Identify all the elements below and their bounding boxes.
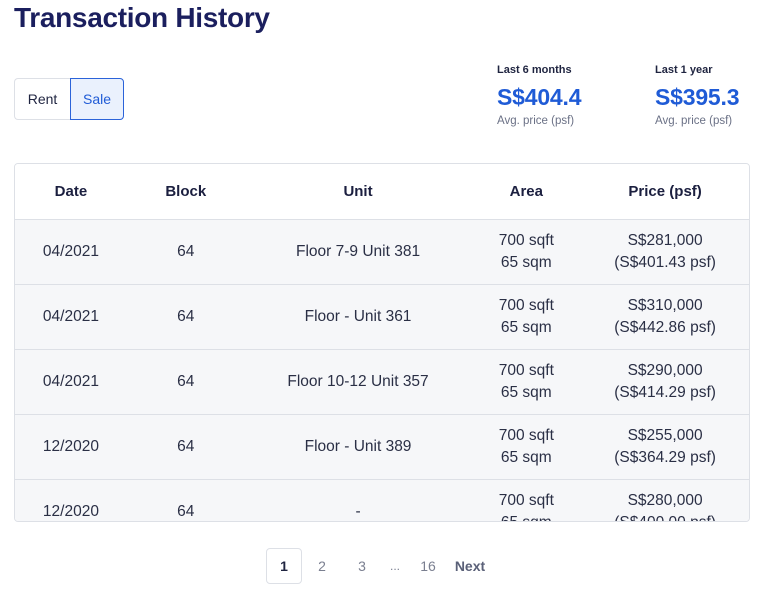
table-row: 12/2020 64 Floor - Unit 389 700 sqft 65 … bbox=[15, 415, 749, 480]
table-row: 04/2021 64 Floor 10-12 Unit 357 700 sqft… bbox=[15, 350, 749, 415]
price-total: S$281,000 bbox=[627, 232, 703, 249]
cell-price: S$290,000 (S$414.29 psf) bbox=[581, 360, 749, 404]
cell-block: 64 bbox=[177, 438, 195, 455]
area-sqft: 700 sqft bbox=[498, 492, 554, 509]
page-ellipsis: ... bbox=[389, 559, 400, 573]
cell-block: 64 bbox=[177, 503, 195, 520]
cell-date: 04/2021 bbox=[42, 373, 99, 390]
cell-date: 12/2020 bbox=[42, 503, 99, 520]
price-psf: (S$364.29 psf) bbox=[614, 449, 716, 466]
column-header-date: Date bbox=[54, 182, 88, 200]
page-button-16[interactable]: 16 bbox=[420, 558, 436, 574]
stat-last-1-year: Last 1 year S$395.3 Avg. price (psf) bbox=[655, 64, 739, 127]
stat-value: S$404.4 bbox=[497, 84, 582, 110]
cell-block: 64 bbox=[177, 373, 195, 390]
price-psf: (S$414.29 psf) bbox=[614, 384, 716, 401]
price-psf: (S$400.00 psf) bbox=[581, 512, 749, 521]
table-header-row: Date Block Unit Area Price (psf) bbox=[15, 164, 749, 220]
table-row: 12/2020 64 - 700 sqft 65 sqm S$280,000 (… bbox=[15, 480, 749, 521]
page-title: Transaction History bbox=[14, 2, 270, 33]
price-total: S$310,000 bbox=[627, 297, 703, 314]
cell-block: 64 bbox=[177, 243, 195, 260]
cell-price: S$255,000 (S$364.29 psf) bbox=[581, 425, 749, 469]
cell-date: 12/2020 bbox=[42, 438, 99, 455]
cell-unit: Floor 10-12 Unit 357 bbox=[287, 373, 429, 390]
price-total: S$255,000 bbox=[627, 427, 703, 444]
area-sqft: 700 sqft bbox=[498, 427, 554, 444]
area-sqm: 65 sqm bbox=[500, 449, 552, 466]
stat-sub-label: Avg. price (psf) bbox=[497, 115, 575, 127]
stat-sub-label: Avg. price (psf) bbox=[655, 115, 733, 127]
cell-block: 64 bbox=[177, 308, 195, 325]
area-sqm: 65 sqm bbox=[471, 512, 581, 521]
cell-unit: Floor 7-9 Unit 381 bbox=[296, 243, 421, 260]
page-button-2[interactable]: 2 bbox=[318, 558, 326, 574]
price-total: S$290,000 bbox=[627, 362, 703, 379]
column-header-area: Area bbox=[509, 182, 543, 200]
transactions-table[interactable]: Date Block Unit Area Price (psf) 04/2021… bbox=[14, 163, 750, 522]
stat-last-6-months: Last 6 months S$404.4 Avg. price (psf) bbox=[497, 64, 581, 127]
page-button-1[interactable]: 1 bbox=[266, 548, 302, 584]
cell-area: 700 sqft 65 sqm bbox=[471, 230, 581, 274]
area-sqft: 700 sqft bbox=[498, 362, 554, 379]
cell-price: S$310,000 (S$442.86 psf) bbox=[581, 295, 749, 339]
pagination: 1 2 3 ... 16 Next bbox=[266, 548, 492, 584]
column-header-block: Block bbox=[165, 182, 207, 200]
sale-toggle-button[interactable]: Sale bbox=[70, 78, 124, 120]
cell-date: 04/2021 bbox=[42, 243, 99, 260]
area-sqft: 700 sqft bbox=[498, 232, 554, 249]
cell-area: 700 sqft 65 sqm bbox=[471, 425, 581, 469]
column-header-unit: Unit bbox=[343, 182, 373, 200]
price-psf: (S$442.86 psf) bbox=[614, 319, 716, 336]
column-header-price: Price (psf) bbox=[628, 182, 702, 200]
price-total: S$280,000 bbox=[627, 492, 703, 509]
area-sqm: 65 sqm bbox=[500, 254, 552, 271]
area-sqm: 65 sqm bbox=[500, 319, 552, 336]
cell-unit: - bbox=[355, 503, 361, 520]
stat-period-label: Last 6 months bbox=[497, 64, 572, 76]
cell-area: 700 sqft 65 sqm bbox=[471, 360, 581, 404]
cell-price: S$280,000 (S$400.00 psf) bbox=[581, 490, 749, 521]
cell-area: 700 sqft 65 sqm bbox=[471, 490, 581, 521]
area-sqm: 65 sqm bbox=[500, 384, 552, 401]
cell-unit: Floor - Unit 361 bbox=[304, 308, 412, 325]
page-button-3[interactable]: 3 bbox=[358, 558, 366, 574]
rent-sale-toggle: Rent Sale bbox=[14, 78, 124, 120]
stat-value: S$395.3 bbox=[655, 84, 740, 110]
cell-price: S$281,000 (S$401.43 psf) bbox=[581, 230, 749, 274]
table-row: 04/2021 64 Floor - Unit 361 700 sqft 65 … bbox=[15, 285, 749, 350]
cell-unit: Floor - Unit 389 bbox=[304, 438, 412, 455]
rent-toggle-button[interactable]: Rent bbox=[14, 78, 70, 120]
next-page-button[interactable]: Next bbox=[454, 558, 486, 574]
cell-date: 04/2021 bbox=[42, 308, 99, 325]
area-sqft: 700 sqft bbox=[498, 297, 554, 314]
cell-area: 700 sqft 65 sqm bbox=[471, 295, 581, 339]
price-psf: (S$401.43 psf) bbox=[614, 254, 716, 271]
stat-period-label: Last 1 year bbox=[655, 64, 713, 76]
table-row: 04/2021 64 Floor 7-9 Unit 381 700 sqft 6… bbox=[15, 220, 749, 285]
